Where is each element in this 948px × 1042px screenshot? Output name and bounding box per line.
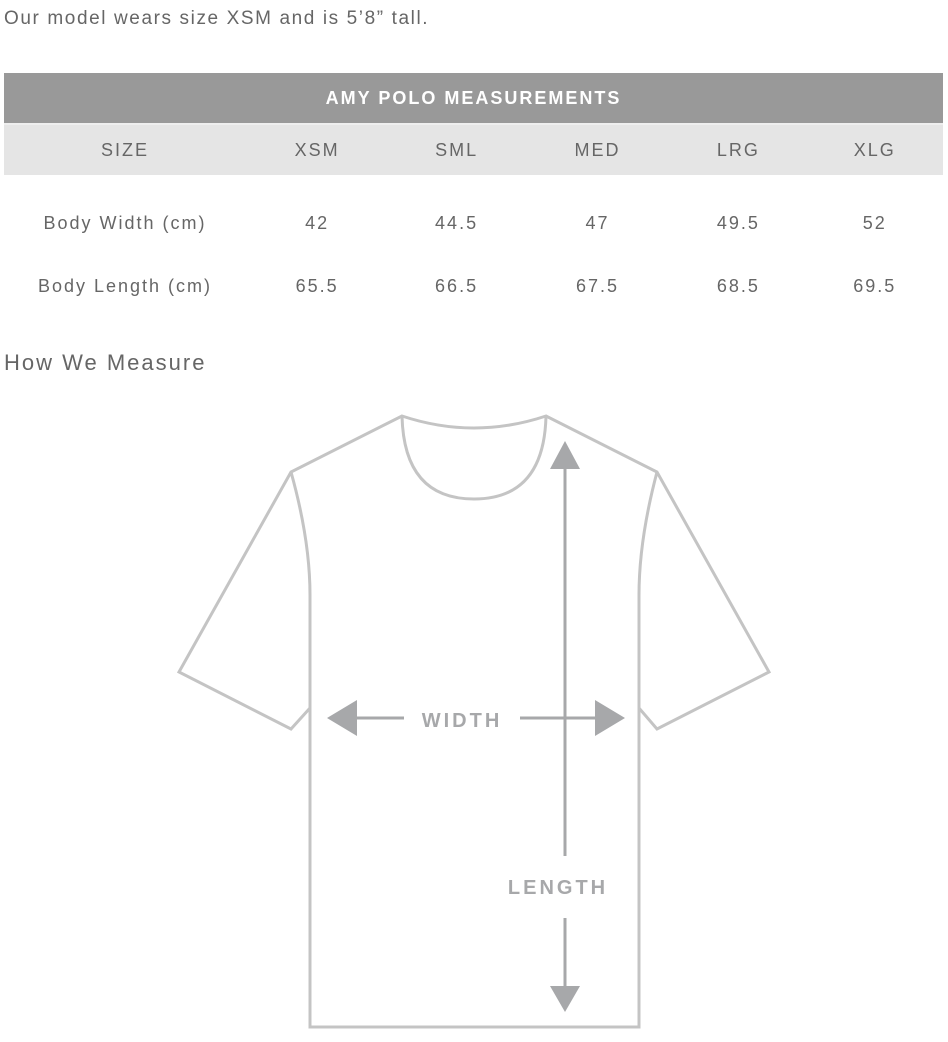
header-sml: SML: [388, 124, 525, 175]
table-row: Body Width (cm) 42 44.5 47 49.5 52: [4, 175, 943, 255]
cell: 68.5: [716, 276, 760, 296]
cell: 65.5: [295, 276, 339, 296]
row-label: Body Width (cm): [43, 213, 207, 233]
width-label: WIDTH: [422, 710, 503, 732]
cell: 69.5: [853, 276, 897, 296]
cell: 44.5: [435, 213, 479, 233]
table-header-row: SIZE XSM SML MED LRG XLG: [4, 124, 943, 175]
cell: 52: [862, 213, 887, 233]
header-xlg: XLG: [806, 124, 943, 175]
measurements-table: AMY POLO MEASUREMENTS SIZE XSM SML MED L…: [4, 73, 943, 318]
cell: 42: [305, 213, 330, 233]
cell: 47: [585, 213, 610, 233]
length-arrow-up-icon: [550, 441, 580, 469]
table-row: Body Length (cm) 65.5 66.5 67.5 68.5 69.…: [4, 255, 943, 318]
cell: 49.5: [716, 213, 760, 233]
width-arrow-right-icon: [595, 700, 625, 736]
header-size: SIZE: [4, 124, 246, 175]
model-size-note: Our model wears size XSM and is 5’8” tal…: [4, 8, 430, 29]
row-label: Body Length (cm): [37, 276, 213, 296]
length-label: LENGTH: [508, 877, 608, 899]
table-title: AMY POLO MEASUREMENTS: [4, 73, 943, 125]
header-xsm: XSM: [246, 124, 389, 175]
length-arrow-down-icon: [550, 986, 580, 1012]
measure-arrows: [327, 441, 625, 1012]
shirt-outline: [176, 414, 772, 1029]
header-lrg: LRG: [670, 124, 807, 175]
width-arrow-left-icon: [327, 700, 357, 736]
header-med: MED: [524, 124, 671, 175]
cell: 66.5: [435, 276, 479, 296]
how-we-measure-heading: How We Measure: [4, 350, 207, 375]
cell: 67.5: [575, 276, 619, 296]
